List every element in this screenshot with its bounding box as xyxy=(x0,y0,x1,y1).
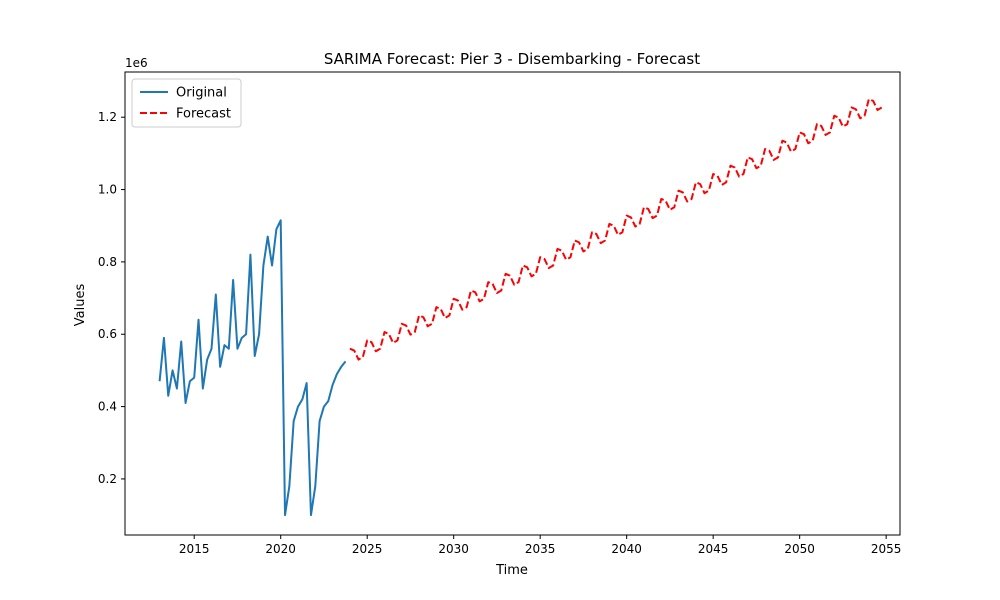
y-tick-label: 1.2 xyxy=(98,110,117,124)
y-tick-label: 0.6 xyxy=(98,327,117,341)
y-axis-ticks: 0.2 0.4 0.6 0.8 1.0 1.2 xyxy=(98,110,125,486)
y-tick-label: 1.0 xyxy=(98,183,117,197)
axes-frame xyxy=(124,71,901,536)
y-axis-label: Values xyxy=(73,284,88,327)
y-tick-label: 0.8 xyxy=(98,255,117,269)
plot-area xyxy=(158,98,883,517)
y-tick-label: 0.4 xyxy=(98,400,117,414)
x-axis-ticks: 2015 2020 2025 2030 2035 2040 2045 2050 2055 xyxy=(179,535,902,556)
y-axis-offset-label: 1e6 xyxy=(125,56,148,70)
legend-label-original: Original xyxy=(176,86,227,101)
x-tick-label: 2025 xyxy=(352,542,383,556)
x-tick-label: 2015 xyxy=(179,542,210,556)
axes-border xyxy=(124,71,901,536)
legend: Original Forecast xyxy=(131,78,242,128)
x-tick-label: 2040 xyxy=(611,542,642,556)
x-tick-label: 2030 xyxy=(438,542,469,556)
y-tick-label: 0.2 xyxy=(98,472,117,486)
x-tick-label: 2050 xyxy=(784,542,815,556)
x-tick-label: 2055 xyxy=(871,542,902,556)
series-line-forecast xyxy=(349,98,883,361)
x-tick-label: 2045 xyxy=(698,542,729,556)
series-line-original xyxy=(158,219,347,517)
chart-title: SARIMA Forecast: Pier 3 - Disembarking -… xyxy=(324,50,700,68)
x-tick-label: 2020 xyxy=(265,542,296,556)
legend-label-forecast: Forecast xyxy=(176,107,231,122)
x-tick-label: 2035 xyxy=(525,542,556,556)
x-axis-label: Time xyxy=(495,563,528,578)
